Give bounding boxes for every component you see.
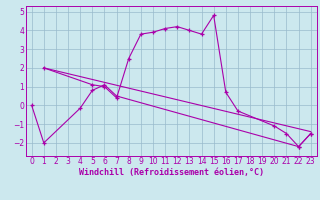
- X-axis label: Windchill (Refroidissement éolien,°C): Windchill (Refroidissement éolien,°C): [79, 168, 264, 177]
